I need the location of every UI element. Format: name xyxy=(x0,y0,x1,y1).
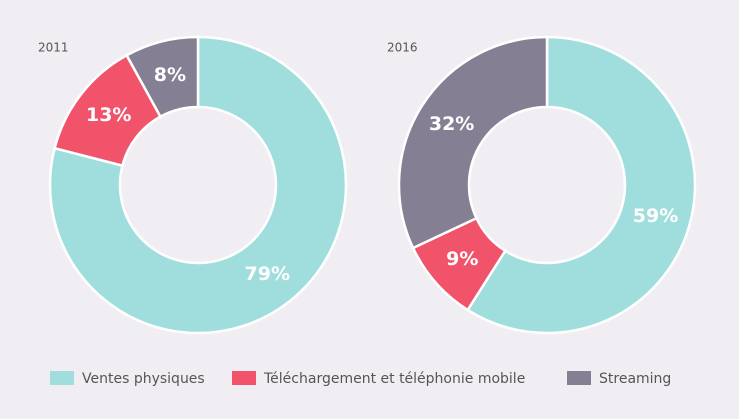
donut-slice xyxy=(125,35,200,119)
legend-swatch xyxy=(567,371,591,385)
legend-label: Streaming xyxy=(599,371,671,387)
legend-label: Ventes physiques xyxy=(82,371,205,387)
value-label: 8% xyxy=(154,64,186,86)
value-label: 9% xyxy=(446,248,478,270)
donut-slice xyxy=(397,35,549,250)
value-label: 13% xyxy=(86,104,131,126)
value-label: 59% xyxy=(633,205,678,227)
chart-title: 2011 xyxy=(38,41,69,55)
value-label: 79% xyxy=(245,263,290,285)
donut-slice xyxy=(48,35,348,335)
legend-swatch xyxy=(232,371,256,385)
legend-label: Téléchargement et téléphonie mobile xyxy=(263,371,525,387)
chart-title: 2016 xyxy=(387,41,418,55)
legend-swatch xyxy=(50,371,74,385)
value-label: 32% xyxy=(429,113,474,135)
donut-slice xyxy=(465,35,697,335)
